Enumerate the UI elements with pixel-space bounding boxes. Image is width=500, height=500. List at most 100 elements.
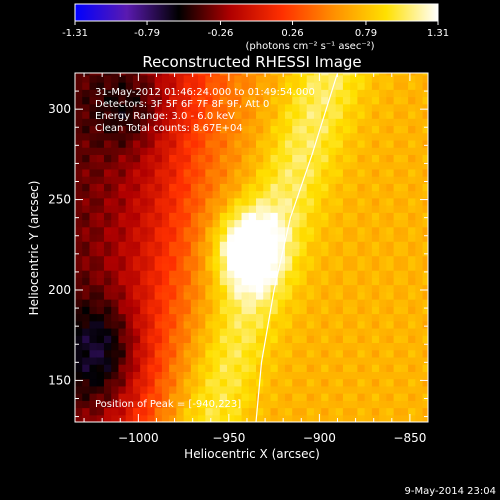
heatmap-cell [169,161,177,170]
heatmap-cell [313,110,322,119]
heatmap-cell [321,248,330,257]
heatmap-cell [415,197,424,206]
heatmap-cell [205,248,214,257]
heatmap-cell [241,132,250,141]
heatmap-cell [321,342,330,351]
heatmap-cell [357,277,366,286]
heatmap-cell [89,248,98,257]
heatmap-cell [176,320,185,329]
heatmap-cell [96,176,105,184]
heatmap-cell [270,262,279,271]
heatmap-cell [415,190,424,199]
heatmap-cell [364,118,373,127]
heatmap-cell [422,320,428,329]
heatmap-cell [82,378,91,387]
heatmap-cell [103,176,112,184]
heatmap-cell [270,89,279,98]
heatmap-cell [176,255,185,264]
heatmap-cell [161,342,170,351]
heatmap-cell [75,385,83,394]
heatmap-cell [248,335,257,344]
heatmap-cell [169,183,177,192]
heatmap-cell [176,349,185,358]
heatmap-cell [147,233,156,242]
heatmap-cell [299,118,308,127]
heatmap-cell [422,103,428,112]
heatmap-cell [132,306,141,315]
heatmap-cell [357,284,366,293]
heatmap-cell [161,414,170,422]
heatmap-cell [313,284,322,293]
heatmap-cell [284,190,293,199]
heatmap-cell [118,139,127,148]
heatmap-cell [198,132,206,141]
heatmap-cell [161,161,170,170]
heatmap-cell [379,342,387,351]
heatmap-cell [277,205,286,213]
heatmap-cell [364,139,373,148]
heatmap-cell [75,176,83,184]
heatmap-cell [132,89,141,98]
heatmap-cell [328,96,337,105]
heatmap-cell [277,385,286,394]
heatmap-cell [212,212,221,221]
heatmap-cell [284,154,293,163]
heatmap-cell [147,205,156,213]
heatmap-cell [393,291,402,300]
heatmap-cell [212,313,221,322]
heatmap-cell [140,226,149,235]
heatmap-cell [190,349,199,358]
heatmap-cell [212,219,221,228]
heatmap-cell [176,176,185,184]
heatmap-cell [198,313,206,322]
heatmap-cell [132,320,141,329]
heatmap-cell [241,270,250,278]
heatmap-cell [198,161,206,170]
heatmap-cell [198,205,206,213]
heatmap-cell [82,74,91,83]
heatmap-cell [212,132,221,141]
heatmap-cell [140,284,149,293]
heatmap-cell [169,313,177,322]
heatmap-cell [125,205,134,213]
heatmap-cell [328,371,337,380]
heatmap-cell [256,82,264,90]
heatmap-cell [227,255,235,264]
heatmap-cell [277,299,286,307]
heatmap-cell [256,176,264,184]
heatmap-cell [154,313,163,322]
heatmap-cell [103,270,112,278]
heatmap-cell [306,262,315,271]
heatmap-cell [393,176,402,184]
heatmap-cell [147,393,156,401]
heatmap-cell [335,270,344,278]
heatmap-cell [75,335,83,344]
heatmap-cell [256,248,264,257]
heatmap-cell [103,132,112,141]
heatmap-cell [75,393,83,401]
heatmap-cell [342,327,351,336]
heatmap-cell [328,378,337,387]
heatmap-cell [270,306,279,315]
heatmap-cell [176,270,185,278]
heatmap-cell [335,248,344,257]
heatmap-cell [379,299,387,307]
heatmap-cell [111,349,120,358]
heatmap-cell [219,233,228,242]
heatmap-cell [313,89,322,98]
heatmap-cell [321,110,330,119]
heatmap-cell [219,176,228,184]
heatmap-cell [256,168,264,177]
heatmap-cell [256,197,264,206]
heatmap-cell [125,233,134,242]
heatmap-cell [313,226,322,235]
heatmap-cell [422,168,428,177]
heatmap-cell [263,241,272,249]
heatmap-cell [96,212,105,221]
heatmap-cell [161,270,170,278]
heatmap-cell [140,306,149,315]
heatmap-cell [212,168,221,177]
heatmap-cell [118,176,127,184]
heatmap-cell [125,342,134,351]
heatmap-cell [227,154,235,163]
